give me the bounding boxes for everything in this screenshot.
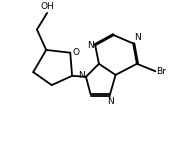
Text: N: N — [78, 71, 85, 80]
Text: N: N — [87, 41, 94, 50]
Text: Br: Br — [156, 67, 166, 76]
Text: OH: OH — [40, 2, 54, 11]
Text: N: N — [107, 97, 113, 106]
Text: N: N — [134, 33, 141, 42]
Text: O: O — [73, 48, 79, 57]
